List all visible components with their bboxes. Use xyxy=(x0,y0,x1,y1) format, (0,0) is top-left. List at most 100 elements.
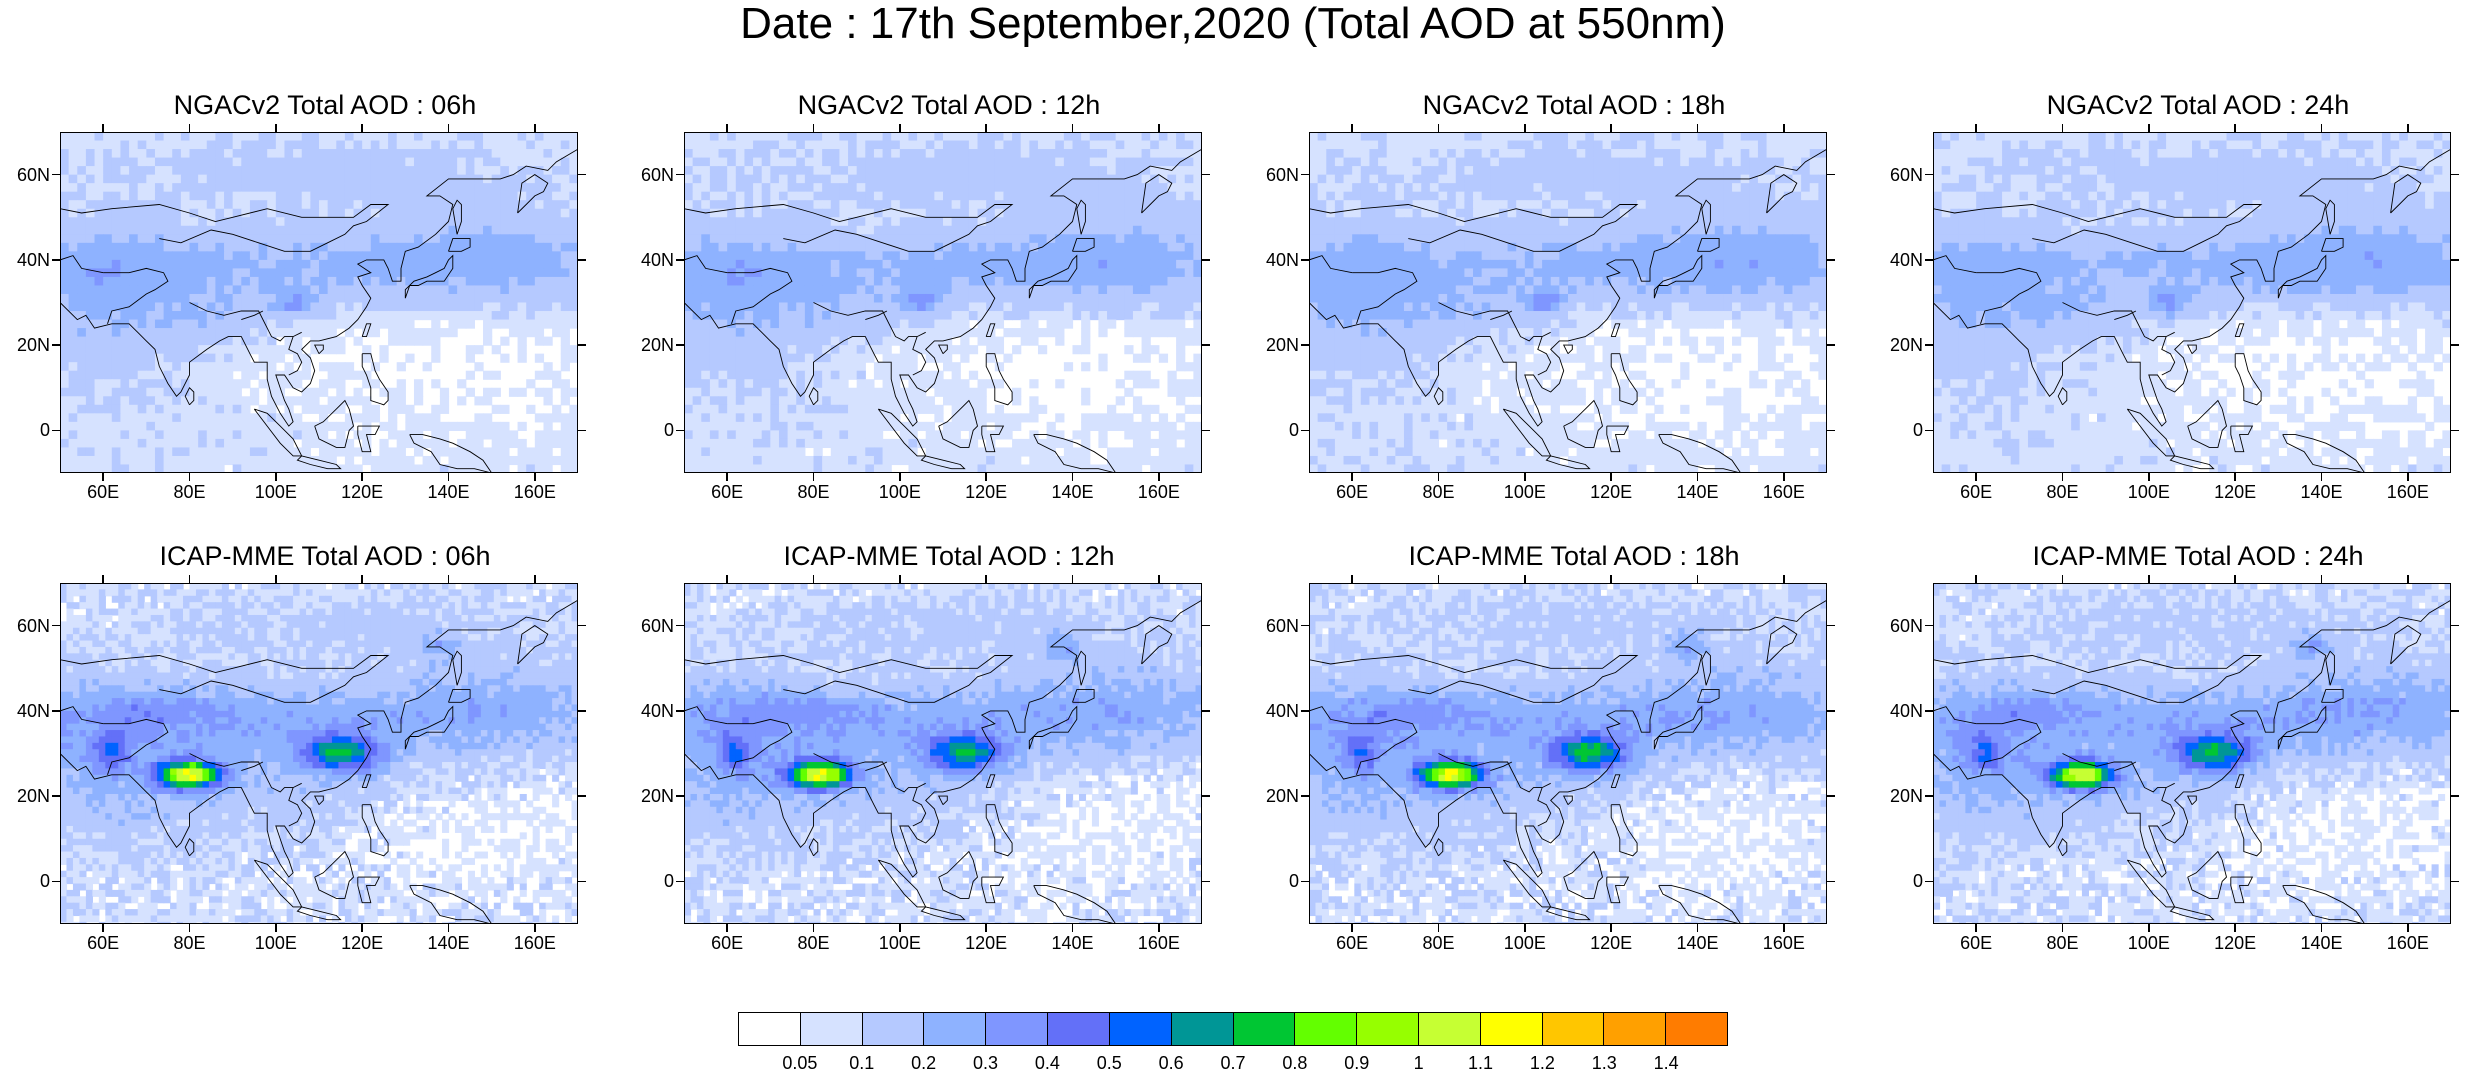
longitude-tick-mark xyxy=(1697,124,1699,132)
longitude-tick-mark xyxy=(448,575,450,583)
latitude-tick-mark xyxy=(1925,174,1933,176)
latitude-tick-label: 40N xyxy=(1890,251,1923,269)
longitude-tick-mark xyxy=(1438,473,1440,481)
longitude-tick-label: 120E xyxy=(2214,934,2256,952)
longitude-tick-label: 140E xyxy=(2300,483,2342,501)
aod-map xyxy=(684,132,1202,473)
latitude-tick-label: 60N xyxy=(641,166,674,184)
longitude-tick-label: 60E xyxy=(1336,934,1368,952)
longitude-tick-mark xyxy=(2234,924,2236,932)
latitude-tick-label: 40N xyxy=(1890,702,1923,720)
colorbar-swatch xyxy=(924,1013,986,1045)
longitude-tick-label: 120E xyxy=(1590,934,1632,952)
longitude-tick-label: 120E xyxy=(341,934,383,952)
latitude-tick-mark xyxy=(1925,795,1933,797)
aod-field xyxy=(1933,132,2451,473)
longitude-tick-mark xyxy=(1072,473,1074,481)
latitude-tick-label: 60N xyxy=(17,617,50,635)
colorbar-label: 0.05 xyxy=(782,1054,817,1072)
latitude-tick-label: 40N xyxy=(1266,251,1299,269)
latitude-tick-label: 60N xyxy=(1266,166,1299,184)
longitude-tick-mark xyxy=(534,124,536,132)
latitude-tick-mark xyxy=(578,430,586,432)
latitude-tick-mark xyxy=(1301,625,1309,627)
longitude-tick-mark xyxy=(534,575,536,583)
longitude-tick-label: 160E xyxy=(1763,483,1805,501)
colorbar-swatch xyxy=(1419,1013,1481,1045)
latitude-tick-label: 0 xyxy=(1289,872,1299,890)
aod-map xyxy=(684,583,1202,924)
latitude-tick-mark xyxy=(578,174,586,176)
longitude-tick-mark xyxy=(985,924,987,932)
latitude-tick-mark xyxy=(676,174,684,176)
colorbar-label: 0.4 xyxy=(1035,1054,1060,1072)
longitude-tick-mark xyxy=(2062,924,2064,932)
panel-title: ICAP-MME Total AOD : 24h xyxy=(1873,541,2466,571)
latitude-tick-mark xyxy=(52,881,60,883)
longitude-tick-mark xyxy=(813,924,815,932)
latitude-tick-label: 0 xyxy=(664,421,674,439)
longitude-tick-mark xyxy=(726,473,728,481)
latitude-tick-label: 0 xyxy=(40,872,50,890)
longitude-tick-mark xyxy=(2234,473,2236,481)
latitude-tick-mark xyxy=(676,625,684,627)
colorbar-label: 0.9 xyxy=(1344,1054,1369,1072)
colorbar-label: 1.2 xyxy=(1530,1054,1555,1072)
latitude-tick-label: 20N xyxy=(641,336,674,354)
longitude-tick-mark xyxy=(2407,473,2409,481)
longitude-tick-label: 160E xyxy=(2387,483,2429,501)
longitude-tick-mark xyxy=(985,473,987,481)
longitude-tick-mark xyxy=(1610,924,1612,932)
longitude-tick-mark xyxy=(534,924,536,932)
longitude-tick-label: 60E xyxy=(1960,483,1992,501)
longitude-tick-mark xyxy=(2321,924,2323,932)
longitude-tick-label: 100E xyxy=(255,483,297,501)
colorbar-swatch xyxy=(1048,1013,1110,1045)
latitude-tick-mark xyxy=(578,625,586,627)
latitude-tick-mark xyxy=(1301,174,1309,176)
latitude-tick-mark xyxy=(2451,174,2459,176)
latitude-tick-mark xyxy=(1301,344,1309,346)
longitude-tick-mark xyxy=(1610,473,1612,481)
latitude-tick-label: 0 xyxy=(1289,421,1299,439)
latitude-tick-mark xyxy=(1925,430,1933,432)
latitude-tick-label: 20N xyxy=(1890,336,1923,354)
colorbar-label: 1.3 xyxy=(1592,1054,1617,1072)
latitude-tick-mark xyxy=(1301,259,1309,261)
longitude-tick-mark xyxy=(2407,575,2409,583)
longitude-tick-mark xyxy=(2148,473,2150,481)
colorbar-swatch xyxy=(1172,1013,1234,1045)
aod-field xyxy=(684,583,1202,924)
longitude-tick-mark xyxy=(1697,473,1699,481)
longitude-tick-mark xyxy=(448,924,450,932)
latitude-tick-mark xyxy=(1827,174,1835,176)
latitude-tick-mark xyxy=(1301,710,1309,712)
longitude-tick-mark xyxy=(1975,473,1977,481)
latitude-tick-mark xyxy=(1925,881,1933,883)
longitude-tick-mark xyxy=(2321,124,2323,132)
latitude-tick-mark xyxy=(1202,430,1210,432)
latitude-tick-label: 20N xyxy=(641,787,674,805)
coastline xyxy=(1564,345,1573,354)
longitude-tick-label: 160E xyxy=(1138,483,1180,501)
colorbar-swatch xyxy=(863,1013,925,1045)
longitude-tick-label: 80E xyxy=(2046,483,2078,501)
aod-field xyxy=(1309,132,1827,473)
longitude-tick-label: 120E xyxy=(2214,483,2256,501)
latitude-tick-label: 0 xyxy=(664,872,674,890)
longitude-tick-label: 60E xyxy=(1336,483,1368,501)
longitude-tick-mark xyxy=(1975,924,1977,932)
longitude-tick-mark xyxy=(1438,924,1440,932)
latitude-tick-mark xyxy=(2451,881,2459,883)
latitude-tick-label: 60N xyxy=(17,166,50,184)
longitude-tick-label: 140E xyxy=(1676,483,1718,501)
longitude-tick-label: 100E xyxy=(1504,934,1546,952)
latitude-tick-mark xyxy=(676,344,684,346)
longitude-tick-mark xyxy=(2148,124,2150,132)
longitude-tick-mark xyxy=(2407,924,2409,932)
latitude-tick-label: 60N xyxy=(1890,166,1923,184)
longitude-tick-mark xyxy=(2062,124,2064,132)
latitude-tick-mark xyxy=(1202,795,1210,797)
